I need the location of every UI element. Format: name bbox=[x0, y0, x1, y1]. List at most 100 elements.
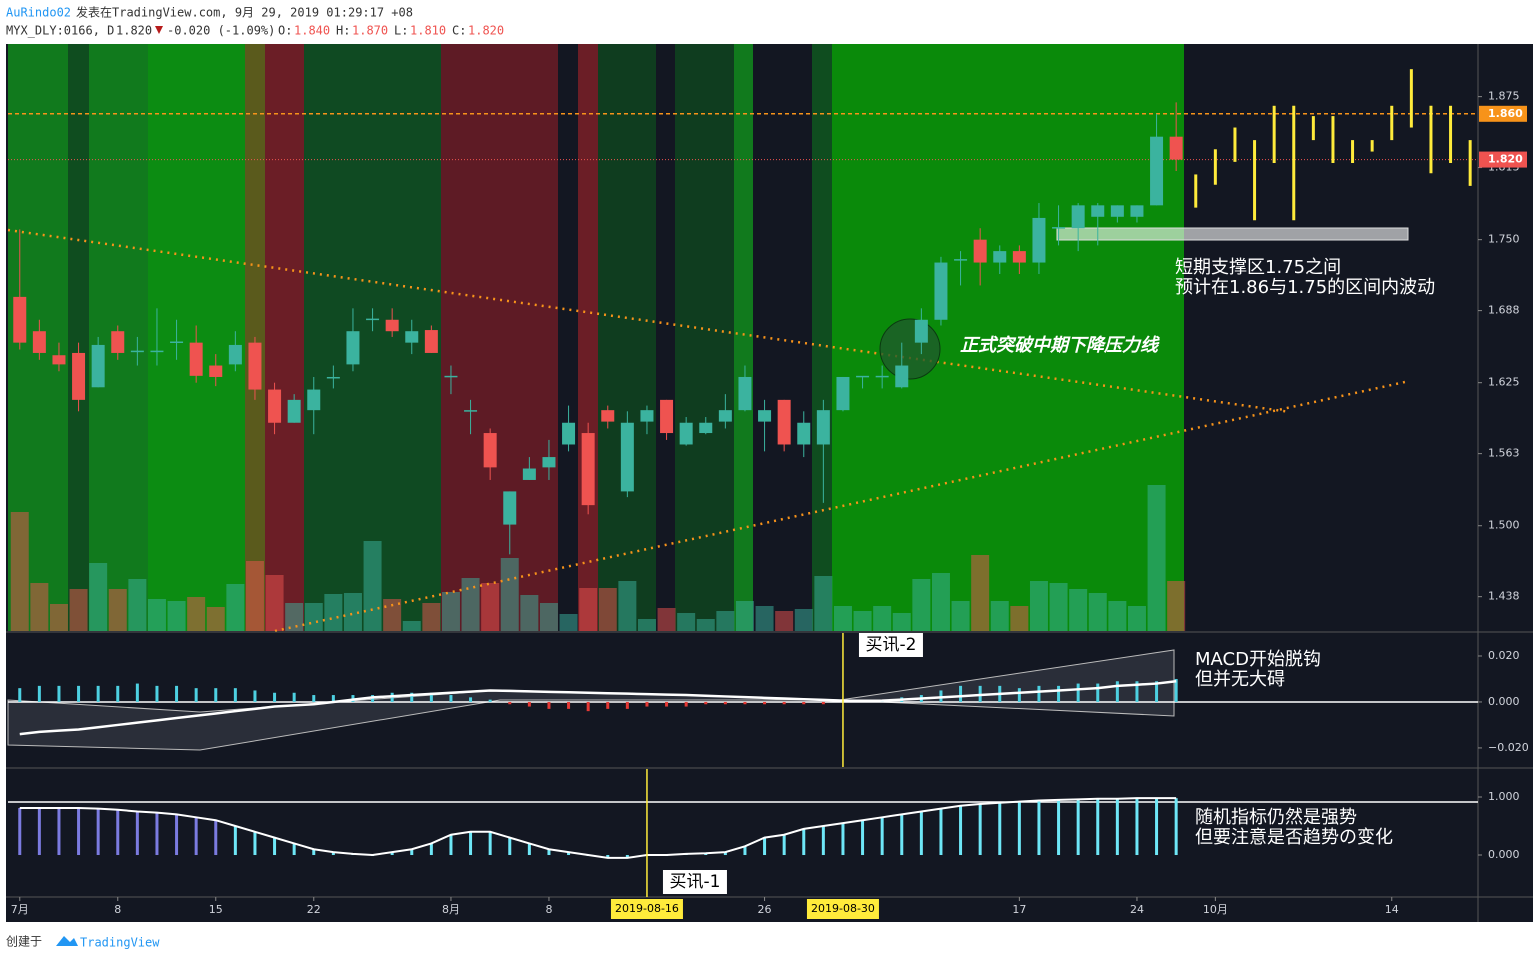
candle-body bbox=[366, 318, 380, 321]
macd-hist bbox=[233, 688, 237, 702]
volume-bar bbox=[1167, 581, 1186, 631]
macd-hist bbox=[684, 701, 688, 707]
stoch-bar bbox=[1037, 800, 1041, 856]
x-tick-label: 24 bbox=[1130, 903, 1144, 916]
stoch-bar bbox=[1017, 801, 1021, 856]
candle-body bbox=[777, 399, 791, 445]
stoch-bar bbox=[763, 837, 767, 856]
stoch-note: 但要注意是否趋势の变化 bbox=[1195, 827, 1393, 848]
volume-bar bbox=[520, 595, 539, 631]
stoch-bar bbox=[18, 808, 22, 856]
volume-bar bbox=[951, 601, 970, 631]
macd-hist bbox=[1135, 681, 1139, 702]
macd-note: MACD开始脱钩 bbox=[1195, 649, 1321, 670]
volume-bar bbox=[383, 599, 402, 631]
resistance-line bbox=[7, 228, 1291, 414]
stoch-bar bbox=[331, 852, 335, 856]
volume-bar bbox=[539, 603, 558, 631]
y-tick-label: 1.000 bbox=[1488, 790, 1520, 803]
x-tick-label: 8月 bbox=[442, 903, 460, 916]
candle-body bbox=[228, 344, 242, 365]
stoch-bar bbox=[821, 826, 825, 856]
volume-bar bbox=[677, 613, 696, 631]
volume-bar bbox=[990, 601, 1009, 631]
y-tick-label: −0.020 bbox=[1488, 741, 1529, 754]
date-badge-label: 2019-08-16 bbox=[615, 902, 679, 915]
stochastic-pane bbox=[18, 797, 1178, 859]
stoch-bar bbox=[1135, 798, 1139, 856]
volume-bar bbox=[1108, 601, 1127, 631]
candle-body bbox=[875, 375, 889, 378]
candle-body bbox=[91, 344, 105, 388]
breakout-circle bbox=[879, 318, 941, 380]
macd-hist bbox=[625, 701, 629, 709]
x-tick-label: 8 bbox=[545, 903, 552, 916]
candle-body bbox=[424, 330, 438, 353]
y-tick-label: 1.438 bbox=[1488, 590, 1520, 603]
zone bbox=[675, 44, 734, 631]
stoch-bar bbox=[939, 808, 943, 856]
volume-bar bbox=[422, 603, 441, 631]
volume-bar bbox=[1088, 593, 1107, 631]
date-badge bbox=[610, 899, 683, 919]
candle-body bbox=[718, 410, 732, 422]
stoch-bar bbox=[606, 855, 610, 858]
stoch-line bbox=[19, 797, 1177, 859]
volume-bar bbox=[89, 563, 108, 631]
macd-hist bbox=[567, 701, 571, 709]
stoch-bar bbox=[429, 843, 433, 856]
stoch-bar bbox=[312, 849, 316, 856]
y-tick-label: 0.000 bbox=[1488, 848, 1520, 861]
support-note: 预计在1.86与1.75的区间内波动 bbox=[1175, 277, 1435, 298]
symbol-line: MYX_DLY:0166, D 1.820 -0.020 (-1.09%) O:… bbox=[6, 24, 504, 38]
stoch-bar bbox=[567, 852, 571, 856]
macd-hist bbox=[1174, 678, 1178, 702]
zone bbox=[734, 44, 753, 631]
candle-body bbox=[503, 491, 517, 525]
volume-bar bbox=[49, 604, 68, 631]
breakout-note: 正式突破中期下降压力线 bbox=[960, 335, 1160, 356]
macd-pane bbox=[18, 678, 1178, 736]
volume-bar bbox=[775, 611, 794, 631]
candle-body bbox=[758, 410, 772, 422]
stoch-bar bbox=[214, 820, 218, 856]
volume-bar bbox=[147, 599, 166, 631]
candle-body bbox=[601, 410, 615, 422]
candle-body bbox=[522, 468, 536, 480]
macd-hist bbox=[488, 699, 492, 702]
zone bbox=[598, 44, 656, 631]
ohlc-key: C: bbox=[452, 24, 466, 38]
zone bbox=[441, 44, 558, 631]
macd-hist bbox=[782, 701, 786, 705]
macd-hist bbox=[410, 692, 414, 702]
stoch-bar bbox=[959, 805, 963, 856]
stoch-bar bbox=[273, 837, 277, 856]
volume-bar bbox=[1147, 485, 1166, 631]
x-tick-label: 7月 bbox=[11, 903, 29, 916]
stoch-bar bbox=[1174, 798, 1178, 856]
y-tick-label: 1.500 bbox=[1488, 519, 1520, 532]
volume-bar bbox=[833, 606, 852, 631]
macd-hist bbox=[312, 695, 316, 702]
candle-body bbox=[1032, 217, 1046, 263]
candle-body bbox=[189, 342, 203, 376]
candle-body bbox=[405, 331, 419, 343]
candle-body bbox=[660, 399, 674, 434]
macd-hist bbox=[175, 685, 179, 702]
brand[interactable]: TradingView bbox=[80, 936, 160, 950]
axes: 1.8751.8131.7501.6881.6251.5631.5001.438… bbox=[11, 90, 1529, 919]
volume bbox=[10, 485, 1186, 631]
macd-hist bbox=[1017, 688, 1021, 702]
candle-body bbox=[13, 296, 27, 343]
candle-body bbox=[483, 433, 497, 468]
published: 发表在TradingView.com, 9月 29, 2019 01:29:17… bbox=[76, 5, 413, 20]
volume-bar bbox=[285, 603, 304, 631]
macd-hist bbox=[96, 685, 100, 702]
volume-bar bbox=[30, 583, 49, 631]
y-tick-label: 1.750 bbox=[1488, 233, 1520, 246]
volume-bar bbox=[814, 576, 833, 631]
macd-hist bbox=[606, 701, 610, 709]
macd-hist bbox=[253, 690, 257, 702]
x-tick-label: 8 bbox=[114, 903, 121, 916]
volume-bar bbox=[69, 589, 88, 631]
